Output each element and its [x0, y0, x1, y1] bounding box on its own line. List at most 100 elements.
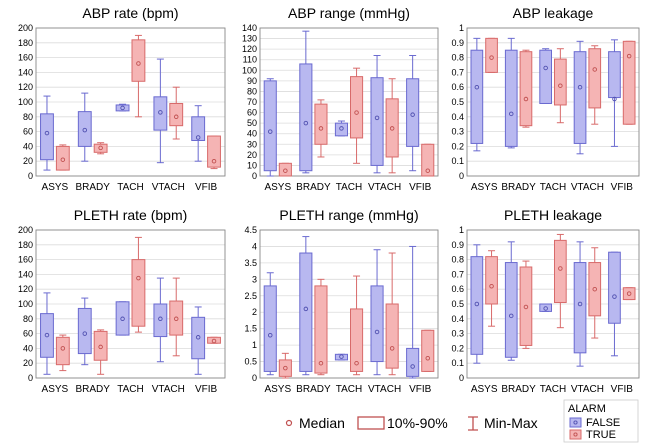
box-true-tach — [554, 233, 567, 329]
median-marker-icon — [285, 419, 293, 427]
median-marker — [303, 306, 309, 312]
x-category-label: ASYS — [42, 182, 69, 193]
iqr-box — [519, 51, 533, 127]
chart-panels: ABP rate (bpm)02040608010012014016018020… — [18, 5, 640, 395]
iqr-box — [385, 98, 399, 158]
median-marker — [425, 168, 431, 173]
x-category-label: ASYS — [42, 384, 69, 395]
y-tick-label: 3 — [252, 274, 257, 284]
box-false-tach — [115, 301, 130, 336]
box-true-brady — [314, 278, 328, 376]
box-true-asys — [485, 250, 498, 327]
median-marker — [489, 55, 494, 60]
alarm-true-label: TRUE — [586, 429, 616, 441]
y-tick-label: 0.4 — [451, 314, 464, 324]
box-true-asys — [485, 37, 498, 73]
x-category-label: VTACH — [152, 384, 185, 395]
median-marker — [389, 346, 395, 351]
iqr-box — [263, 285, 277, 372]
box-false-tach — [539, 48, 553, 104]
box-false-asys — [40, 95, 54, 171]
y-tick-label: 160 — [18, 53, 33, 63]
box-true-asys — [278, 162, 292, 177]
median-marker — [354, 110, 359, 115]
y-tick-label: 0.4 — [451, 112, 464, 122]
y-tick-label: 0.8 — [451, 53, 464, 63]
median-marker — [318, 126, 324, 131]
x-category-label: VFIB — [195, 384, 218, 395]
chart-panel-1: ABP rate (bpm) 0 20 40 60 80 100 120 140 160 180 20… — [18, 5, 226, 193]
median-marker — [410, 112, 415, 117]
y-tick-label: 4 — [252, 241, 257, 251]
iqr-box — [608, 251, 621, 324]
y-tick-label: 120 — [18, 82, 33, 92]
iqr-box — [554, 58, 567, 106]
box-true-vfib — [622, 40, 636, 125]
y-tick-label: 60 — [23, 329, 33, 339]
y-tick-label: 1 — [459, 225, 464, 235]
x-category-label: TACH — [336, 384, 362, 395]
x-category-label: VFIB — [409, 384, 432, 395]
iqr-box — [406, 347, 420, 377]
box-true-tach — [350, 275, 364, 376]
median-marker — [523, 96, 529, 102]
chart-panel-3: ABP leakage 0 0.1 0.2 0.3 0.4 0.5 0.6 0.7 0.8 0.9 1… — [451, 5, 640, 193]
box-false-vfib — [608, 251, 621, 357]
iqr-box — [334, 122, 348, 137]
plot-frame — [259, 229, 439, 379]
median-marker — [158, 110, 163, 115]
y-tick-label: 30 — [247, 139, 257, 149]
y-tick-label: 0 — [459, 373, 464, 383]
iqr-box — [504, 262, 518, 358]
y-tick-label: 0 — [252, 171, 257, 181]
x-category-label: VFIB — [409, 182, 432, 193]
y-tick-label: 60 — [23, 127, 33, 137]
y-tick-label: 140 — [18, 67, 33, 77]
y-tick-label: 0.2 — [451, 141, 464, 151]
legend-range: 10%-90% — [357, 415, 448, 431]
median-marker — [44, 130, 50, 136]
iqr-box — [350, 308, 364, 372]
iqr-box — [622, 287, 636, 301]
iqr-box — [622, 40, 636, 125]
box-false-vfib — [406, 245, 420, 379]
iqr-box — [93, 330, 108, 361]
iqr-box — [93, 143, 108, 153]
median-marker — [592, 67, 597, 72]
box-true-brady — [93, 142, 108, 155]
true-swatch-median-icon — [573, 432, 578, 437]
median-marker — [558, 266, 563, 271]
iqr-box — [421, 143, 435, 177]
box-false-tach — [334, 353, 348, 361]
minmax-whisker-icon — [468, 416, 478, 431]
y-tick-label: 0.3 — [451, 127, 464, 137]
iqr-box — [263, 80, 277, 172]
y-tick-label: 0.2 — [451, 343, 464, 353]
x-category-label: ASYS — [471, 182, 498, 193]
alarm-false-label: FALSE — [586, 417, 620, 429]
box-false-brady — [77, 92, 92, 162]
iqr-box — [55, 336, 70, 366]
median-marker — [136, 275, 141, 281]
y-tick-label: 0.5 — [451, 97, 464, 107]
panel-title: ABP range (mmHg) — [288, 5, 410, 21]
y-tick-label: 110 — [243, 55, 257, 65]
y-tick-label: 10 — [247, 160, 257, 170]
median-marker — [136, 61, 141, 66]
box-true-vtach — [588, 45, 602, 125]
median-marker — [267, 332, 273, 338]
median-marker — [120, 316, 125, 322]
median-marker — [626, 53, 632, 59]
median-marker — [558, 83, 563, 88]
x-category-label: TACH — [540, 182, 566, 193]
iqr-box — [314, 103, 328, 145]
iqr-box — [470, 49, 484, 144]
median-marker — [98, 344, 103, 350]
y-tick-label: 50 — [247, 118, 257, 128]
x-category-label: VFIB — [611, 182, 634, 193]
box-true-tach — [131, 236, 146, 333]
median-marker — [410, 364, 415, 369]
iqr-box — [207, 336, 221, 344]
y-tick-label: 40 — [247, 129, 257, 139]
